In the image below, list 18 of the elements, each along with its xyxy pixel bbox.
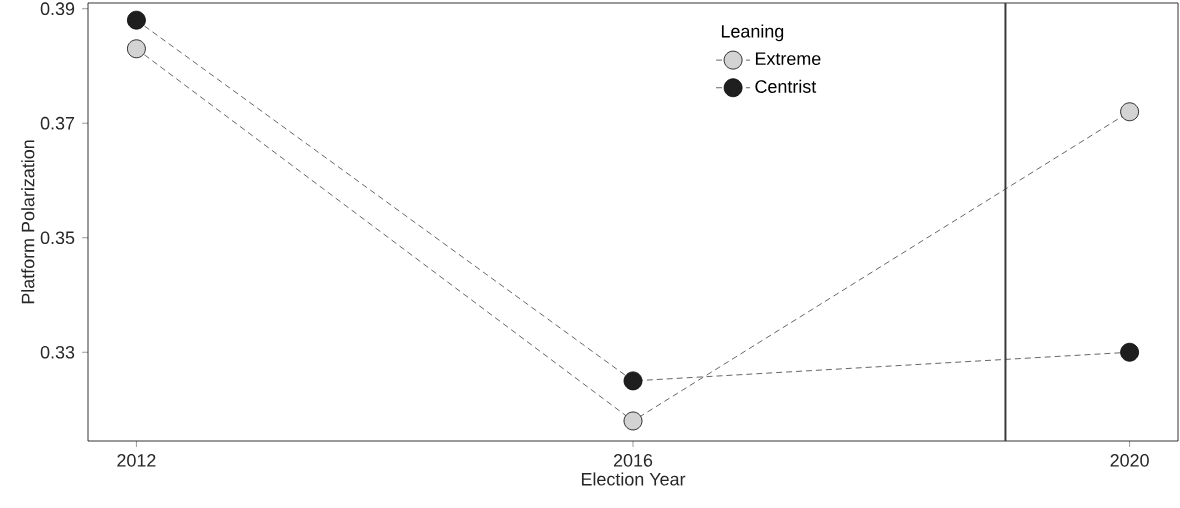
x-tick-label: 2016 [613,454,653,467]
legend-label: Centrist [755,79,817,93]
y-tick-label: 0.35 [40,231,75,245]
x-tick-label: 2012 [117,454,156,467]
point [1120,102,1139,122]
x-tick-label: 2020 [1110,454,1149,467]
x-axis-title: Election Year [581,472,686,486]
point [1120,342,1139,362]
point [127,10,146,30]
point [623,411,643,431]
y-axis-title: Platform Polarization [21,140,35,304]
y-tick-label: 0.37 [40,116,75,130]
legend-label: Extreme [755,52,821,65]
point [623,371,643,391]
legend-title: Leaning [721,24,784,42]
y-tick-label: 0.39 [40,2,75,16]
y-tick-label: 0.33 [40,345,75,359]
point [127,39,146,59]
